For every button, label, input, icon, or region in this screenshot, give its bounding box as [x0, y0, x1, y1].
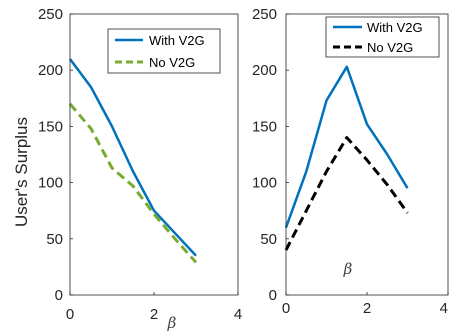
right-legend-label-with-v2g: With V2G: [367, 20, 423, 35]
left-series-line-with-v2g: [68, 58, 197, 257]
right-legend: With V2G No V2G: [325, 16, 440, 58]
right-y-tick-label: 0: [269, 287, 277, 304]
right-y-tick-label: 50: [260, 231, 277, 248]
left-y-axis-label: User's Surplus: [12, 117, 31, 227]
left-legend-label-with-v2g: With V2G: [149, 33, 205, 48]
left-x-tick-labels: 0 2 4: [66, 292, 242, 323]
left-y-tick-label: 100: [38, 175, 63, 192]
left-y-tick-label: 200: [38, 62, 63, 79]
left-x-tick-label: 2: [150, 306, 158, 323]
right-y-tick-label: 200: [252, 62, 277, 79]
right-x-axis-label: β: [343, 260, 353, 278]
right-x-tick-label: 2: [363, 300, 371, 317]
right-series-line-no-v2g: [284, 136, 409, 251]
right-y-tick-label: 150: [252, 118, 277, 135]
right-x-tick-label: 0: [282, 300, 290, 317]
right-series-line-with-v2g: [284, 65, 409, 229]
left-chart: User's Surplus 0 50 100 150 200 250 0 2 4 β Wit…: [12, 6, 242, 332]
left-legend: With V2G No V2G: [107, 28, 221, 74]
left-y-tick-label: 0: [55, 287, 63, 304]
left-x-tick-label: 0: [66, 306, 74, 323]
right-chart: 0 50 100 150 200 250 0 2 4 β With V2G No V2G: [252, 6, 449, 317]
right-y-tick-label: 100: [252, 175, 277, 192]
right-series-lines: [284, 65, 409, 251]
right-x-tick-label: 4: [440, 300, 448, 317]
left-y-tick-label: 250: [38, 6, 63, 23]
right-y-tick-label: 250: [252, 6, 277, 23]
left-x-axis-label: β: [167, 314, 177, 332]
left-x-tick-label: 4: [234, 306, 242, 323]
right-y-tick-labels: 0 50 100 150 200 250: [252, 6, 289, 304]
right-axes-box: [285, 13, 449, 296]
left-legend-box: [107, 28, 221, 74]
left-series-line-no-v2g: [68, 102, 198, 264]
left-y-tick-labels: 0 50 100 150 200 250: [38, 6, 73, 304]
left-legend-label-no-v2g: No V2G: [149, 55, 195, 70]
left-axes-box: [69, 13, 239, 296]
left-series-lines: [68, 58, 198, 264]
right-x-tick-labels: 0 2 4: [282, 292, 449, 317]
left-y-tick-label: 150: [38, 118, 63, 135]
left-y-tick-label: 50: [46, 231, 63, 248]
right-legend-label-no-v2g: No V2G: [367, 40, 413, 55]
right-legend-box: [325, 16, 440, 58]
